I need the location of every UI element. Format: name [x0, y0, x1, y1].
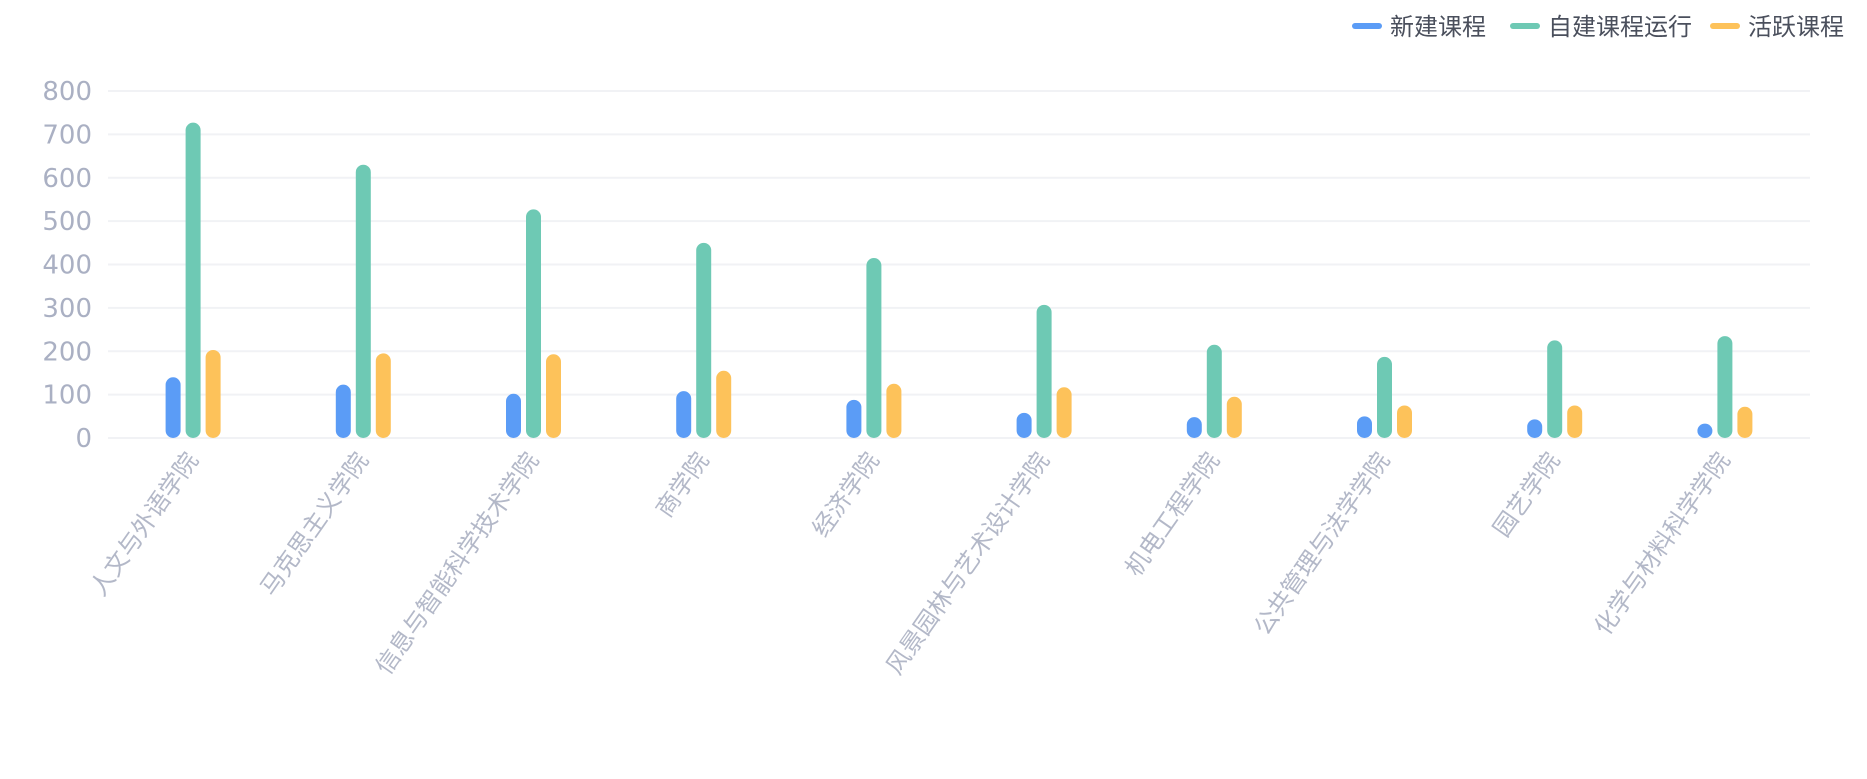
bar[interactable] — [1547, 340, 1563, 438]
legend-label: 自建课程运行 — [1548, 13, 1692, 41]
x-category-label: 经济学院 — [807, 447, 885, 542]
legend-item[interactable]: 活跃课程 — [1710, 13, 1844, 41]
bar[interactable] — [1737, 406, 1753, 438]
bar[interactable] — [1397, 405, 1412, 438]
y-axis-ticks: 0 100 200 300 400 500 600 700 800 — [42, 77, 92, 454]
bar[interactable] — [185, 122, 201, 438]
bar[interactable] — [1567, 405, 1583, 438]
y-tick-label: 600 — [42, 164, 92, 194]
legend-swatch — [1510, 23, 1540, 29]
legend-item[interactable]: 自建课程运行 — [1510, 13, 1692, 41]
x-category-label: 化学与材料科学学院 — [1589, 447, 1736, 640]
y-tick-label: 200 — [42, 337, 92, 367]
bar[interactable] — [696, 242, 712, 438]
bar[interactable] — [886, 383, 902, 438]
y-tick-label: 800 — [42, 77, 92, 107]
legend-item[interactable]: 新建课程 — [1352, 13, 1486, 41]
bar[interactable] — [716, 370, 732, 438]
bar[interactable] — [1056, 387, 1072, 438]
y-tick-label: 100 — [42, 381, 92, 411]
bar[interactable] — [1206, 344, 1222, 438]
legend[interactable]: 新建课程 自建课程运行 活跃课程 — [1352, 13, 1844, 41]
bar[interactable] — [165, 377, 181, 438]
y-tick-label: 300 — [42, 294, 92, 324]
bar[interactable] — [1036, 304, 1052, 438]
legend-label: 新建课程 — [1390, 13, 1486, 41]
y-tick-label: 500 — [42, 207, 92, 237]
x-category-label: 公共管理与法学学院 — [1249, 447, 1396, 640]
bar[interactable] — [866, 257, 882, 438]
y-tick-label: 0 — [75, 424, 92, 454]
y-tick-label: 400 — [42, 251, 92, 281]
bar[interactable] — [1527, 419, 1543, 438]
bar[interactable] — [526, 209, 541, 438]
bar[interactable] — [1697, 423, 1713, 438]
bar[interactable] — [375, 353, 391, 438]
bar[interactable] — [1377, 356, 1392, 438]
x-category-label: 商学院 — [650, 447, 714, 522]
bar[interactable] — [1016, 412, 1032, 438]
legend-swatch — [1352, 23, 1382, 29]
bar[interactable] — [1357, 416, 1372, 438]
x-category-label: 风景园林与艺术设计学院 — [881, 447, 1055, 679]
bar[interactable] — [355, 164, 371, 439]
legend-swatch — [1710, 23, 1740, 29]
x-category-label: 人文与外语学院 — [85, 447, 204, 601]
bar[interactable] — [506, 393, 521, 438]
bar[interactable] — [1717, 336, 1733, 438]
bar[interactable] — [335, 384, 351, 438]
x-category-label: 机电工程学院 — [1120, 447, 1226, 581]
bar[interactable] — [676, 391, 692, 438]
x-category-label: 马克思主义学院 — [255, 447, 374, 601]
y-tick-label: 700 — [42, 120, 92, 150]
bar[interactable] — [205, 349, 221, 438]
bar[interactable] — [846, 399, 862, 438]
x-category-label: 园艺学院 — [1488, 447, 1566, 542]
x-category-label: 信息与智能科学技术学院 — [370, 447, 544, 679]
bars — [165, 122, 1753, 439]
bar[interactable] — [546, 354, 561, 438]
bar[interactable] — [1226, 396, 1242, 438]
gridlines — [108, 90, 1810, 439]
legend-label: 活跃课程 — [1748, 13, 1844, 41]
bar[interactable] — [1186, 417, 1202, 438]
